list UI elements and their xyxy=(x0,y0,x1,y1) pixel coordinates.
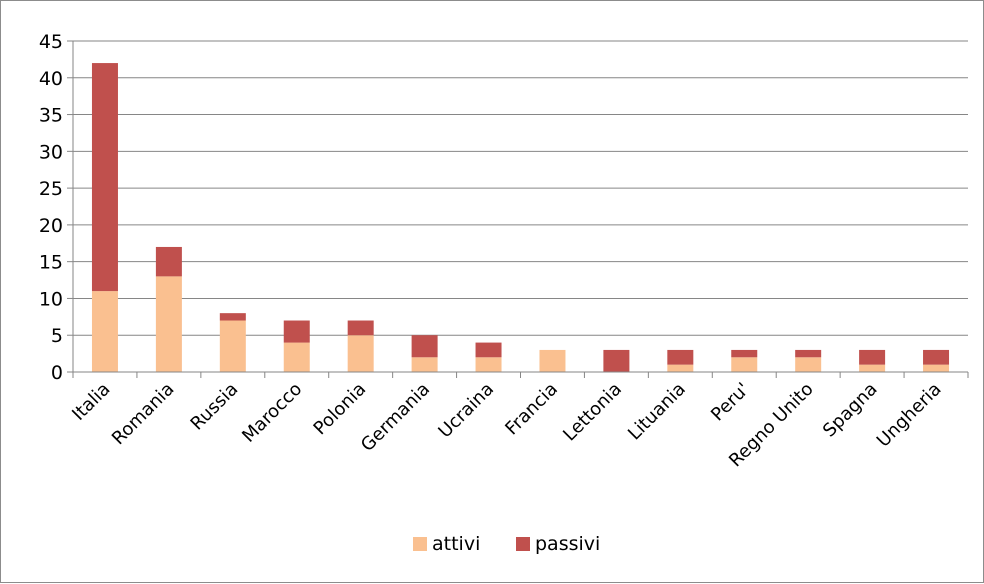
bar-passivi-11 xyxy=(795,349,822,358)
bar-passivi-12 xyxy=(859,349,886,365)
axes xyxy=(67,40,969,378)
x-tick-label-5: Germania xyxy=(357,379,434,456)
legend-label-passivi: passivi xyxy=(535,533,600,555)
x-tick-label-4: Polonia xyxy=(310,379,371,440)
y-tick-label-10: 10 xyxy=(39,288,63,310)
bar-attivi-11 xyxy=(795,357,822,372)
bar-attivi-10 xyxy=(731,357,758,372)
bar-attivi-1 xyxy=(155,276,182,372)
bar-attivi-9 xyxy=(667,364,694,372)
x-tick-label-9: Lituania xyxy=(624,379,690,445)
bar-passivi-5 xyxy=(411,335,438,358)
y-tick-label-45: 45 xyxy=(39,31,63,53)
y-tick-label-15: 15 xyxy=(39,252,63,274)
x-tick-label-6: Ucraina xyxy=(434,379,498,443)
bar-attivi-13 xyxy=(923,364,950,372)
legend-swatch-attivi xyxy=(413,537,427,551)
bar-passivi-3 xyxy=(283,320,310,343)
x-tick-label-0: Italia xyxy=(68,379,114,425)
bars xyxy=(91,63,950,372)
y-tick-label-35: 35 xyxy=(39,105,63,127)
bar-attivi-7 xyxy=(539,349,566,372)
y-tick-labels: 0 5 10 15 20 25 30 35 40 45 xyxy=(39,31,63,384)
bar-attivi-5 xyxy=(411,357,438,372)
x-tick-label-10: Peru' xyxy=(707,379,754,426)
bar-attivi-0 xyxy=(91,291,118,372)
y-tick-label-5: 5 xyxy=(51,325,63,347)
bar-passivi-9 xyxy=(667,349,694,365)
x-tick-label-12: Spagna xyxy=(819,379,882,442)
legend-swatch-passivi xyxy=(516,537,530,551)
y-tick-label-0: 0 xyxy=(51,362,63,384)
bar-attivi-4 xyxy=(347,335,374,372)
bar-attivi-2 xyxy=(219,320,246,372)
y-tick-label-40: 40 xyxy=(39,68,63,90)
bar-passivi-10 xyxy=(731,349,758,358)
bar-passivi-4 xyxy=(347,320,374,336)
y-tick-label-25: 25 xyxy=(39,178,63,200)
bar-passivi-0 xyxy=(91,63,118,292)
bar-passivi-6 xyxy=(475,342,502,358)
bar-attivi-3 xyxy=(283,342,310,372)
bar-passivi-1 xyxy=(155,246,182,277)
y-tick-label-20: 20 xyxy=(39,215,63,237)
bar-attivi-6 xyxy=(475,357,502,372)
x-tick-label-1: Romania xyxy=(108,379,179,450)
x-tick-label-8: Lettonia xyxy=(559,379,626,446)
x-tick-label-3: Marocco xyxy=(238,379,306,447)
legend-label-attivi: attivi xyxy=(432,533,480,555)
x-tick-label-2: Russia xyxy=(187,379,243,435)
bar-passivi-8 xyxy=(603,349,630,372)
x-tick-label-13: Ungheria xyxy=(873,379,946,452)
bar-attivi-12 xyxy=(859,364,886,372)
gridlines xyxy=(73,40,968,336)
y-tick-label-30: 30 xyxy=(39,141,63,163)
bar-passivi-13 xyxy=(923,349,950,365)
bar-passivi-2 xyxy=(219,313,246,321)
legend: attivi passivi xyxy=(413,533,600,555)
x-tick-label-7: Francia xyxy=(501,379,562,440)
